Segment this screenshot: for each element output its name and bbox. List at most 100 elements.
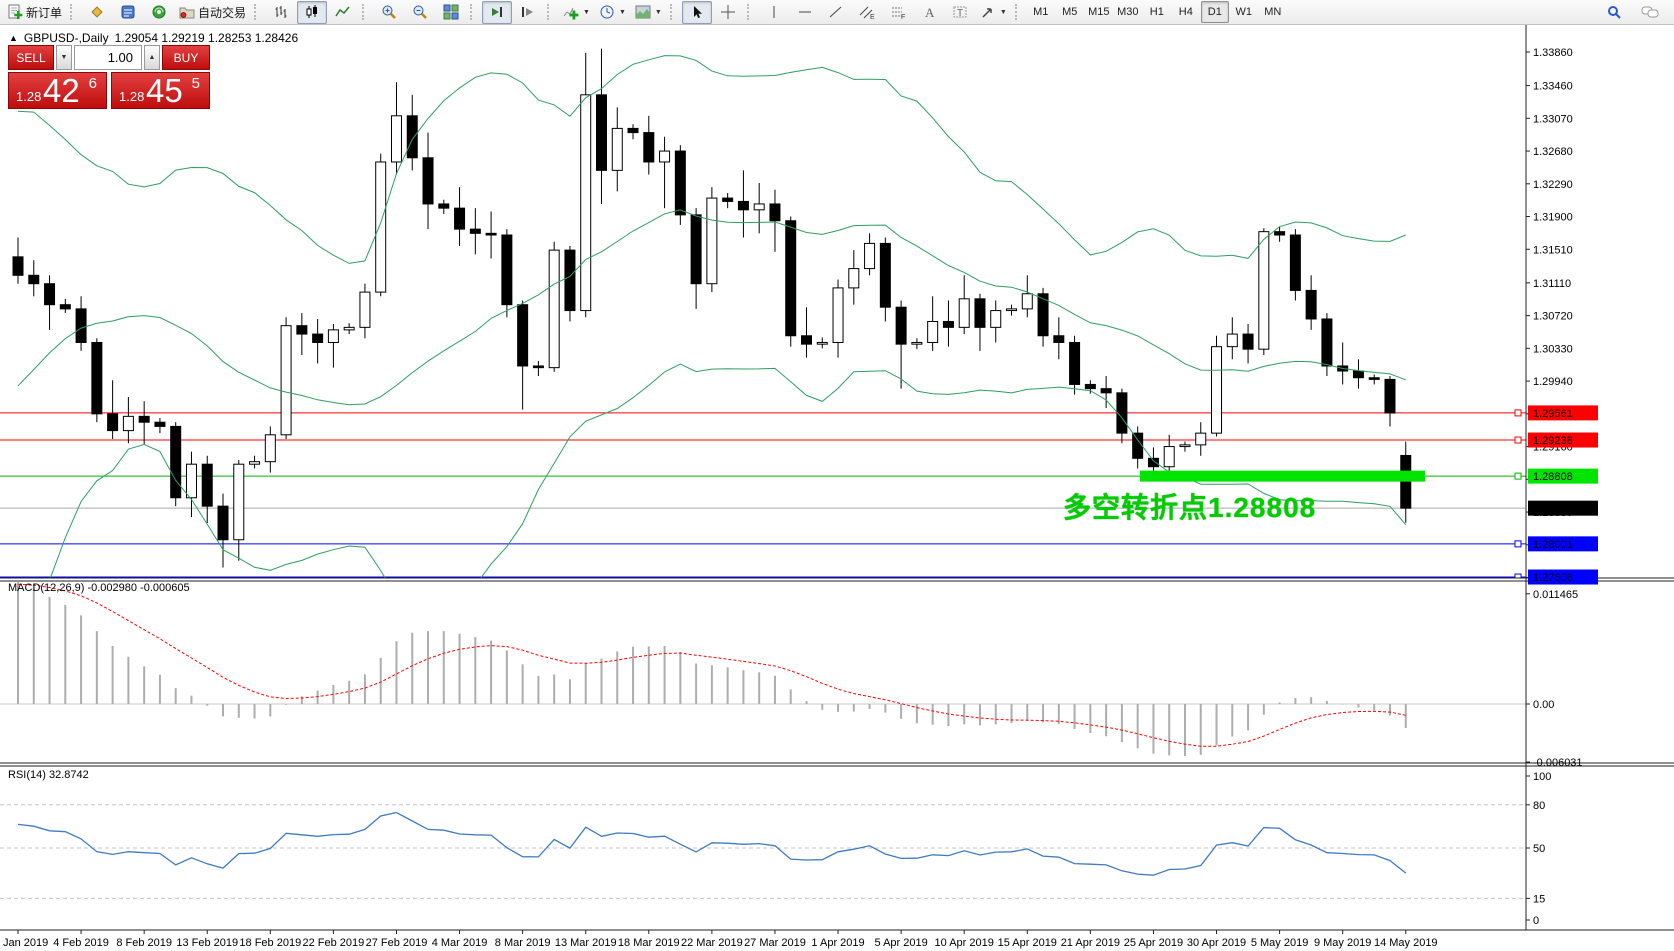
new-order-button[interactable]: 新订单 [3, 1, 66, 24]
line-handle[interactable] [1514, 436, 1522, 444]
macd-pane [0, 582, 1526, 757]
rsi-line [17, 811, 1407, 876]
chat-button[interactable] [1635, 1, 1665, 24]
cursor-button[interactable] [681, 0, 712, 24]
line-handle[interactable] [1514, 409, 1522, 417]
dropdown-caret-icon: ▼ [583, 8, 590, 16]
chart-candles-button[interactable] [297, 0, 328, 24]
candle-body [1400, 454, 1412, 509]
timeframe-button-m1[interactable]: M1 [1033, 6, 1049, 18]
timeframe-button-m5[interactable]: M5 [1062, 6, 1078, 18]
timeframe-button-m30[interactable]: M30 [1117, 6, 1139, 18]
arrows-button[interactable]: ▼ [976, 1, 1011, 24]
buy-price-button[interactable]: 1.28 45 5 [111, 72, 210, 109]
svg-text:A: A [925, 5, 935, 20]
trendline-button[interactable] [821, 1, 851, 24]
toolbar-grip [547, 4, 554, 20]
zoom-out-button[interactable] [405, 1, 435, 24]
tile-windows-button[interactable] [436, 1, 466, 24]
candle-body [848, 268, 860, 289]
price-level-badge-text: 1.29561 [1533, 408, 1573, 420]
trendline-icon [828, 4, 844, 20]
market-watch-button[interactable] [82, 1, 112, 24]
indicators-button[interactable]: ▼ [559, 1, 594, 24]
candle-body [532, 365, 544, 369]
line-handle[interactable] [1514, 573, 1522, 580]
auto-scroll-button[interactable] [482, 0, 513, 24]
buy-price-pip: 5 [191, 75, 200, 92]
toolbar-grip [70, 4, 77, 20]
ohlc-values: 1.29054 1.29219 1.28253 1.28426 [114, 31, 299, 45]
candle-body [185, 463, 197, 499]
crosshair-button[interactable] [713, 1, 743, 24]
data-window-button[interactable] [113, 1, 143, 24]
candle-body [769, 203, 781, 222]
line-handle[interactable] [1514, 472, 1522, 480]
rsi-tick-label: 100 [1533, 771, 1551, 783]
rsi-indicator-label: RSI(14) 32.8742 [8, 769, 89, 781]
date-label: 4 Mar 2019 [432, 937, 488, 949]
sell-price-button[interactable]: 1.28 42 6 [8, 72, 107, 109]
timeframe-button-m15[interactable]: M15 [1088, 6, 1110, 18]
price-tick-label: 1.30330 [1533, 343, 1573, 355]
collapse-panel-arrow[interactable]: ▲ [9, 33, 18, 43]
price-axis[interactable]: 1.33860 1.33460 1.33070 1.32680 1.32290 1.319… [1526, 47, 1598, 927]
date-label: 30 Apr 2019 [1187, 937, 1246, 949]
text-button[interactable]: A [914, 1, 944, 24]
chart-bars-button[interactable] [266, 1, 296, 24]
horizontal-line-button[interactable] [790, 1, 820, 24]
date-label: 18 Feb 2019 [239, 937, 301, 949]
candle-body [643, 132, 655, 163]
candle-body [1116, 392, 1128, 434]
candle-body [1226, 333, 1238, 348]
new-order-icon [7, 4, 23, 20]
chart-canvas[interactable]: 1.33860 1.33460 1.33070 1.32680 1.32290 1.319… [0, 25, 1674, 951]
periods-button[interactable]: ▼ [595, 1, 630, 24]
chart-shift-button[interactable] [513, 1, 543, 24]
support-annotation-text[interactable]: 多空转折点1.28808 [1063, 492, 1317, 523]
equidistant-channel-button[interactable]: E [852, 1, 882, 24]
candle-body [327, 329, 339, 343]
price-level-badge [1528, 405, 1598, 421]
candle-body [958, 298, 970, 328]
volume-decrease-button[interactable]: ▼ [56, 45, 72, 70]
candle-body [454, 207, 466, 230]
search-button[interactable] [1599, 1, 1629, 24]
main-price-pane [0, 48, 1526, 580]
timeframe-button-h1[interactable]: H1 [1149, 6, 1164, 18]
vertical-line-button[interactable] [759, 1, 789, 24]
line-handle[interactable] [1514, 540, 1522, 548]
zoom-in-button[interactable] [374, 1, 404, 24]
timeframe-button-d1[interactable]: D1 [1200, 1, 1229, 23]
support-zone-bar[interactable] [1140, 470, 1425, 482]
candle-body [59, 304, 71, 310]
buy-button[interactable]: BUY [162, 45, 210, 70]
price-level-badge-text: 1.28001 [1533, 539, 1573, 551]
date-label: 18 Mar 2019 [618, 937, 680, 949]
timeframe-button-mn[interactable]: MN [1264, 6, 1282, 18]
timeframe-button-w1[interactable]: W1 [1235, 6, 1253, 18]
volume-input[interactable]: 1.00 [74, 45, 142, 70]
candle-body [990, 310, 1002, 328]
strategy-signal-button[interactable] [144, 1, 174, 24]
fibonacci-button[interactable]: F [883, 1, 913, 24]
candle-body [785, 220, 797, 337]
dropdown-caret-icon: ▼ [654, 8, 662, 16]
autotrading-button[interactable]: 自动交易 [175, 1, 250, 24]
sell-button[interactable]: SELL [8, 45, 54, 70]
timeframe-button-h4[interactable]: H4 [1178, 6, 1193, 18]
candle-body [1179, 444, 1191, 448]
candle-body [44, 283, 56, 306]
candle-body [1305, 289, 1317, 320]
autotrading-label: 自动交易 [198, 5, 247, 20]
chart-line-button[interactable] [328, 1, 358, 24]
bollinger-bands [17, 55, 1407, 578]
text-label-button[interactable]: T [945, 1, 975, 24]
toolbar-grip [254, 4, 261, 20]
candle-body [580, 94, 592, 312]
candles-layer [12, 48, 1412, 568]
time-axis[interactable]: 30 Jan 2019 4 Feb 2019 8 Feb 2019 13 Feb 20… [0, 930, 1438, 949]
candle-body [879, 242, 891, 308]
volume-increase-button[interactable]: ▲ [144, 45, 160, 70]
templates-button[interactable]: ▼ [631, 1, 666, 24]
